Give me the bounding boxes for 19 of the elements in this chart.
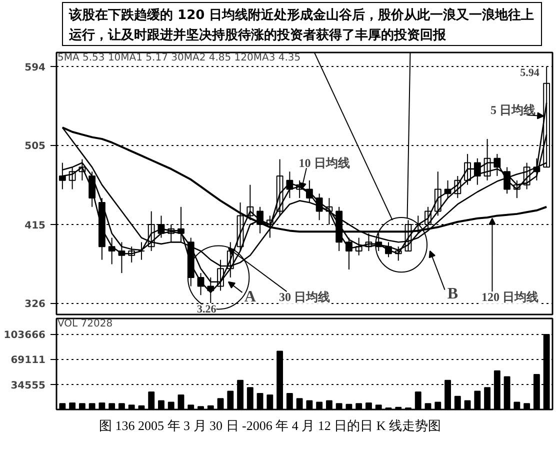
y-tick-label: 505 <box>24 141 46 152</box>
text: 30 日均线 <box>279 290 330 304</box>
y-tick-label: 69111 <box>10 355 46 366</box>
annotation: B <box>447 286 458 303</box>
annotation: 3.26 <box>197 303 217 316</box>
y-tick-label: 34555 <box>10 380 46 392</box>
y-tick-label: 103666 <box>4 330 46 342</box>
y-tick-label: 415 <box>24 220 46 232</box>
y-tick-label: 326 <box>24 299 46 310</box>
legend-label: 5 日均线 <box>490 102 536 117</box>
text: 120 日均线 <box>482 290 539 304</box>
annotation: 5.94 <box>520 66 540 79</box>
series-label: 10 日均线 <box>298 156 350 170</box>
annotation: VOL 72028 <box>57 318 113 330</box>
annotation: 5MA 5.53 10MA1 5.17 30MA2 4.85 120MA3 4.35 <box>57 52 301 64</box>
text: 该股在下跌趋缓的 120 日均线附近处形成金山谷后，股价从此一浪又一浪地往上运行，让及时跟进并坚决持股待涨的投资者获得了丰厚的投资回报 <box>69 6 535 44</box>
caption: 图 136 2005 年 3 月 30 日 -2006 年 4 月 12 日的日 K 线走势图 <box>99 417 441 435</box>
annotation: A <box>244 288 256 306</box>
y-tick-label: 594 <box>24 62 46 74</box>
